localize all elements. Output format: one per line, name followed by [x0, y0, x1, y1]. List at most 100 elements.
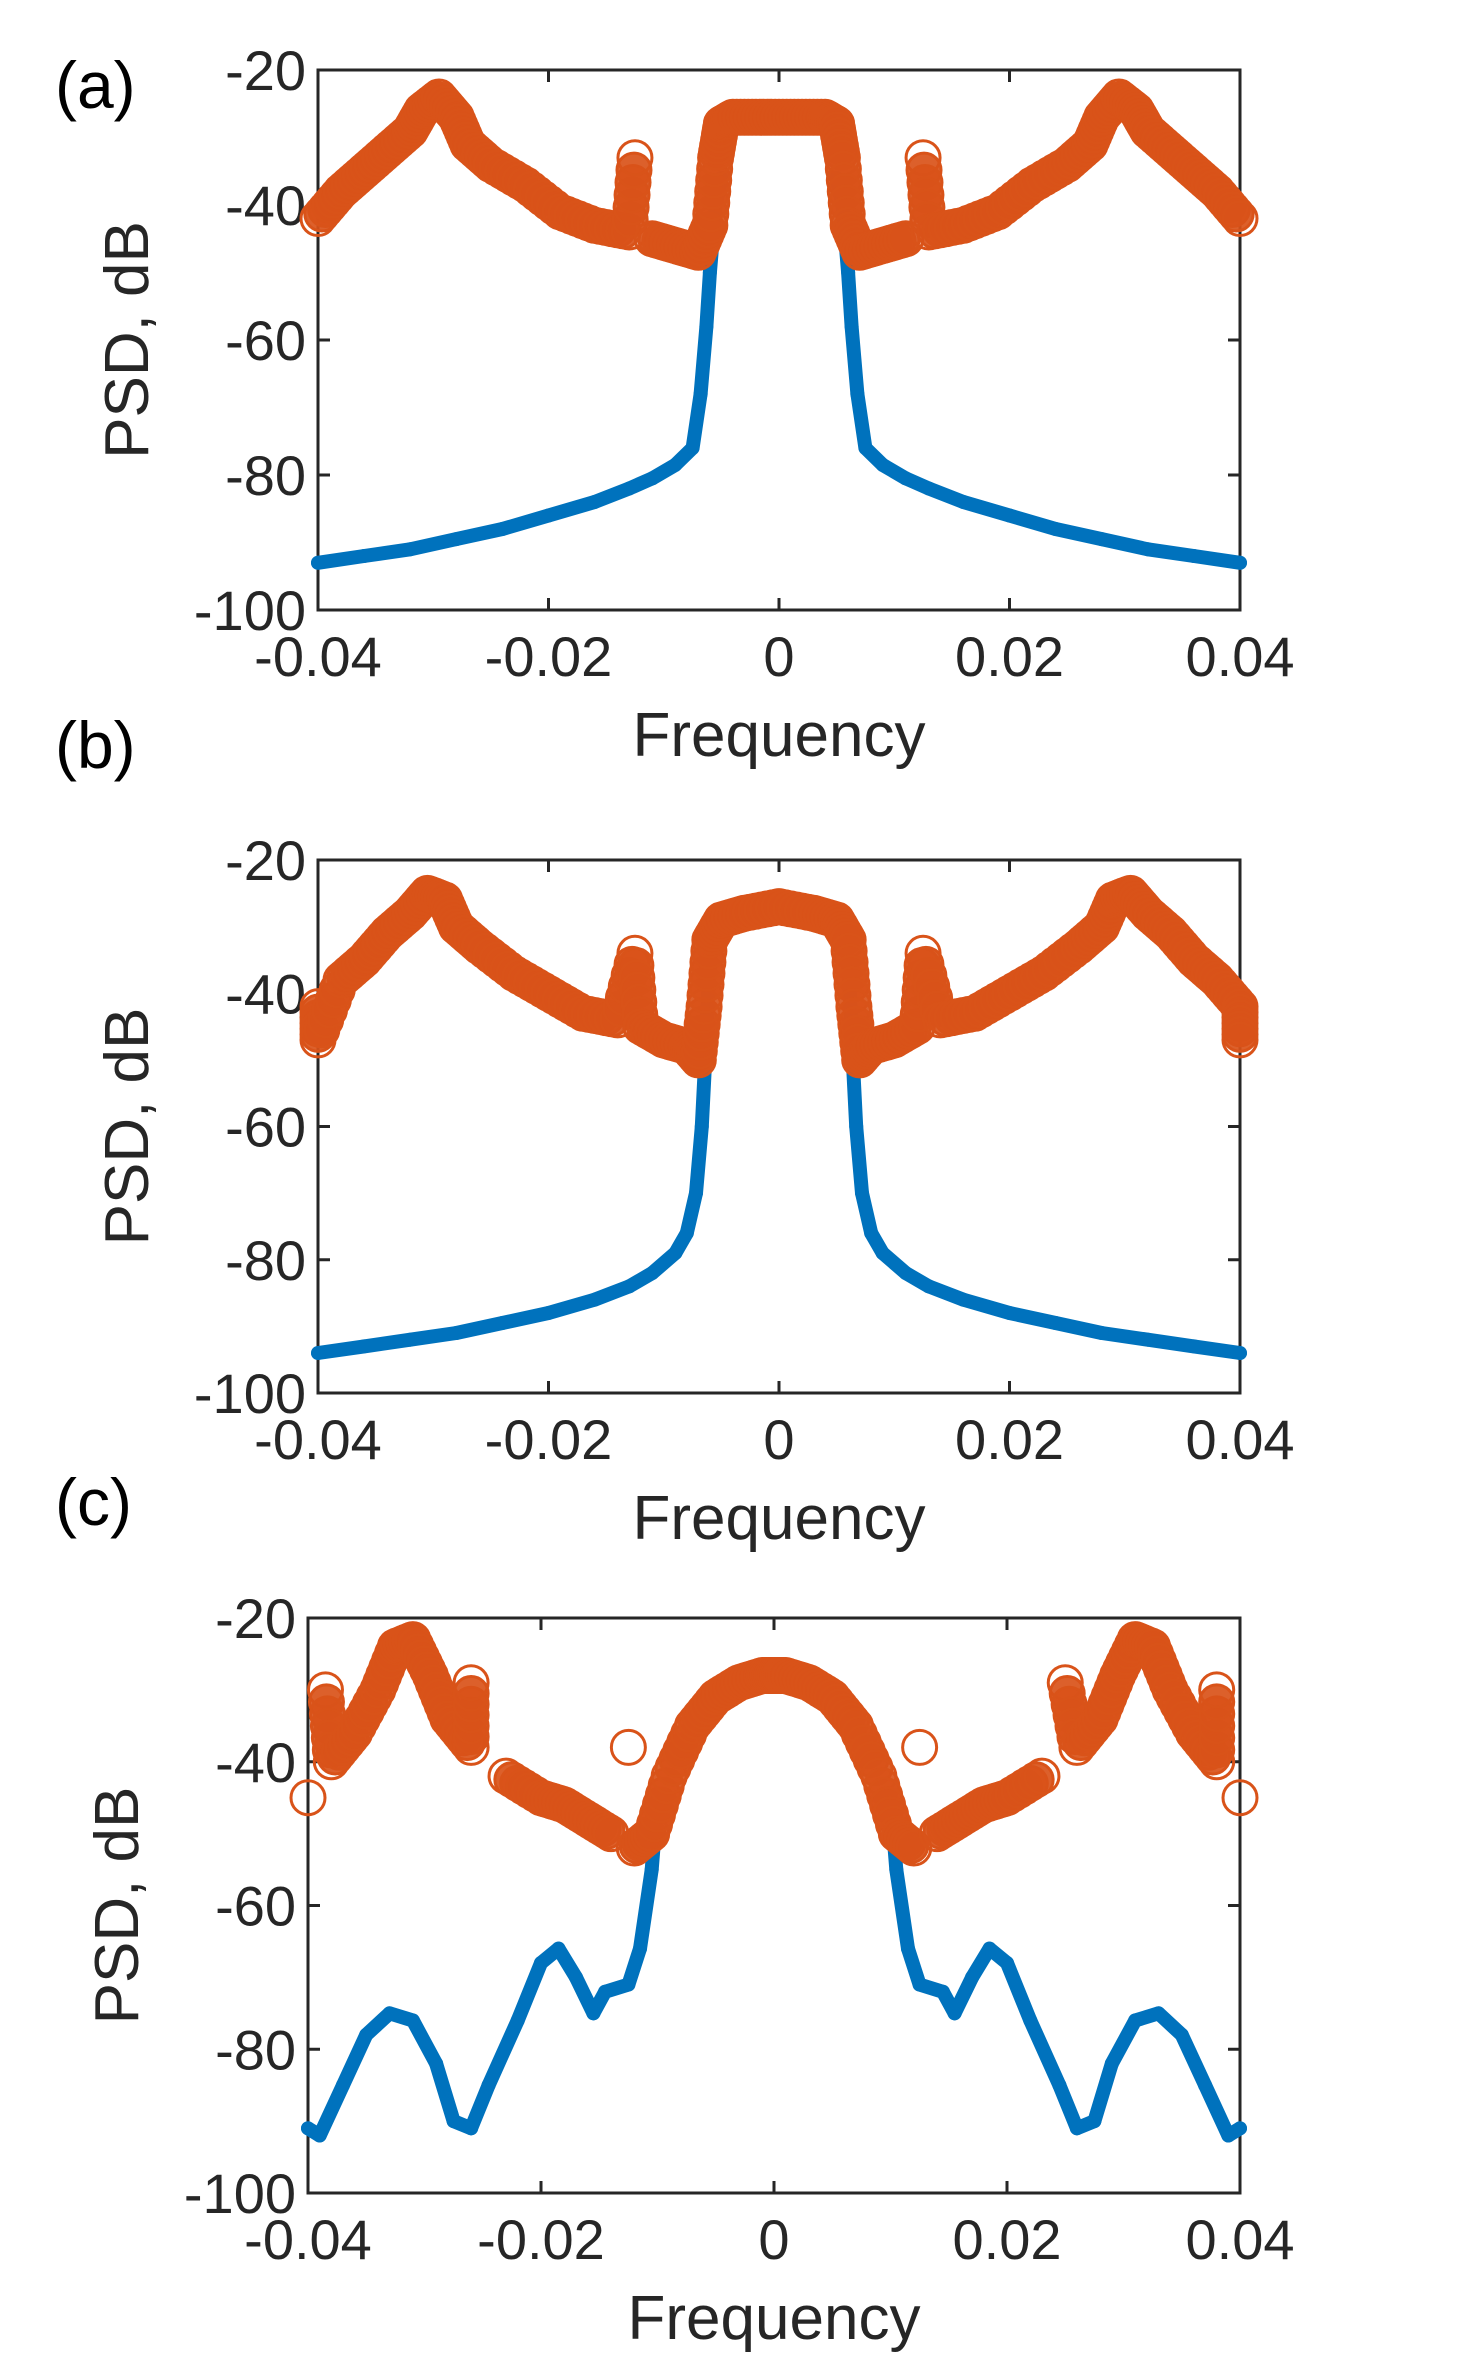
data-point-fill: [452, 1674, 490, 1712]
x-tick-label: -0.04: [254, 625, 382, 688]
data-point: [1233, 2121, 1247, 2136]
data-point: [1000, 1956, 1014, 1970]
data-point: [1151, 2006, 1166, 2021]
chart-panel-c: -0.04 -0.02 0 0.02 0.04 -100 -80 -60 -40 -20 Frequ…: [83, 1587, 1295, 2353]
y-tick-label: -40: [225, 174, 306, 237]
data-point: [510, 2013, 525, 2028]
y-tick-label: -80: [225, 444, 306, 507]
data-point: [693, 387, 708, 401]
data-point: [586, 2006, 601, 2021]
data-point: [464, 2121, 479, 2136]
data-point: [621, 1977, 636, 1992]
data-point: [668, 1246, 683, 1261]
data-point: [452, 1664, 490, 1702]
data-point: [1221, 1779, 1259, 1817]
data-point: [1087, 2114, 1102, 2129]
x-tick-label: 0: [758, 2208, 789, 2271]
data-point: [357, 549, 372, 563]
data-point: [841, 265, 856, 280]
data-point: [889, 1862, 904, 1877]
panel-label-a: (a): [55, 48, 136, 122]
data-point: [312, 2128, 327, 2143]
series-orange: [299, 78, 1259, 271]
data-point: [1094, 1326, 1109, 1341]
series-line-right: [829, 171, 1247, 570]
y-tick-label: -40: [225, 962, 306, 1025]
data-point: [947, 2006, 962, 2021]
data-point: [495, 1316, 510, 1331]
x-tick-label: -0.02: [485, 625, 613, 688]
data-point: [702, 265, 717, 280]
data-point-fill: [615, 151, 653, 189]
data-point: [875, 457, 890, 472]
data-point: [289, 1779, 327, 1817]
x-axis-title: Frequency: [633, 1484, 926, 1553]
data-point: [900, 1941, 915, 1956]
chart-panel-b: -0.04 -0.02 0 0.02 0.04 -100 -80 -60 -40 -20 Frequ…: [93, 829, 1295, 1553]
series-blue: [311, 171, 1247, 570]
data-point: [1128, 2013, 1143, 2028]
x-tick-label: 0.04: [1186, 1408, 1295, 1471]
series-line-right: [841, 959, 1247, 1360]
y-tick-label: -60: [215, 1875, 296, 1938]
data-point: [568, 1970, 583, 1985]
y-tick-label: -20: [225, 829, 306, 892]
data-point-fill: [1017, 1761, 1055, 1799]
data-point: [403, 542, 418, 557]
data-point: [481, 2078, 496, 2093]
data-point: [965, 1970, 980, 1985]
x-tick-label: 0: [763, 1408, 794, 1471]
data-point: [1023, 2013, 1038, 2028]
data-point: [587, 1292, 602, 1307]
chart-panel-a: -0.04 -0.02 0 0.02 0.04 -100 -80 -60 -40 -20 Frequ…: [93, 39, 1295, 770]
series-blue: [301, 1790, 1247, 2143]
x-tick-label: -0.02: [477, 2208, 605, 2271]
data-point: [956, 495, 971, 509]
y-tick-label: -20: [225, 39, 306, 102]
y-axis-title: PSD, dB: [83, 1787, 152, 2025]
data-point: [875, 1246, 890, 1261]
data-point: [405, 2013, 420, 2028]
y-tick-label: -20: [215, 1587, 296, 1650]
data-point: [551, 1941, 566, 1956]
data-point: [921, 1279, 936, 1294]
data-point: [645, 471, 660, 486]
data-point: [699, 319, 714, 334]
x-tick-label: 0.02: [953, 2208, 1062, 2271]
data-point: [1140, 542, 1155, 557]
data-point: [1186, 549, 1201, 563]
data-point: [912, 1977, 927, 1992]
data-point: [864, 1226, 879, 1241]
data-point: [1048, 1316, 1063, 1331]
y-tick-label: -80: [215, 2018, 296, 2081]
data-point: [311, 555, 325, 570]
data-point: [956, 1292, 971, 1307]
data-point: [982, 1941, 997, 1956]
x-tick-label: 0: [763, 625, 794, 688]
data-point: [633, 1941, 648, 1956]
data-point: [694, 1119, 709, 1134]
y-tick-label: -100: [184, 2162, 296, 2225]
data-point: [1221, 2128, 1236, 2143]
data-point: [541, 1306, 556, 1321]
data-point: [921, 481, 936, 496]
data-point: [1221, 200, 1259, 237]
data-point: [685, 441, 700, 455]
data-point: [495, 522, 510, 536]
data-point: [901, 1728, 939, 1766]
data-point: [587, 495, 602, 509]
series-line-left: [311, 959, 717, 1360]
data-point: [844, 319, 859, 334]
data-point: [935, 1984, 950, 1999]
data-point: [1023, 1757, 1061, 1795]
data-point: [645, 1266, 660, 1281]
data-point: [898, 471, 913, 486]
data-point: [446, 2114, 461, 2129]
panel-label-b: (b): [55, 708, 136, 782]
x-tick-label: 0.02: [955, 625, 1064, 688]
data-point: [689, 1186, 704, 1201]
y-axis-title: PSD, dB: [93, 1008, 162, 1246]
data-point: [359, 2027, 374, 2042]
panel-label-c: (c): [55, 1465, 132, 1539]
